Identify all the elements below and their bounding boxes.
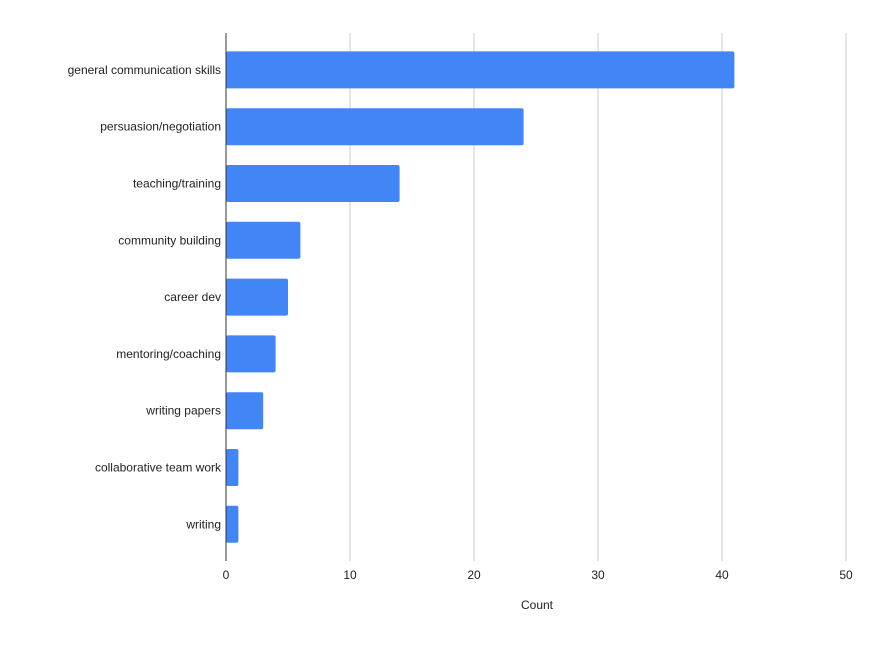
bar <box>226 505 239 543</box>
category-label: persuasion/negotiation <box>100 120 221 134</box>
bars <box>226 51 735 543</box>
x-tick-label: 30 <box>591 568 605 582</box>
x-tick-labels: 0 10 20 30 40 50 <box>223 568 853 582</box>
category-labels: general communication skills persuasion/n… <box>68 63 222 531</box>
category-label: mentoring/coaching <box>116 347 221 361</box>
x-tick-label: 40 <box>715 568 729 582</box>
category-label: career dev <box>164 290 221 304</box>
x-tick-label: 50 <box>839 568 853 582</box>
bar <box>226 108 524 146</box>
bar <box>226 335 276 373</box>
category-label: general communication skills <box>68 63 221 77</box>
x-tick-label: 20 <box>467 568 481 582</box>
category-label: community building <box>118 233 221 247</box>
bar <box>226 278 288 316</box>
x-tick-label: 0 <box>223 568 230 582</box>
bar <box>226 165 400 202</box>
bar <box>226 221 301 259</box>
category-label: teaching/training <box>133 177 221 191</box>
x-axis-title: Count <box>521 598 554 612</box>
bar <box>226 392 264 430</box>
x-tick-label: 10 <box>343 568 357 582</box>
category-label: collaborative team work <box>95 461 222 475</box>
category-label: writing papers <box>145 404 221 418</box>
bar <box>226 51 735 89</box>
bar <box>226 449 239 486</box>
category-label: writing <box>185 517 221 531</box>
